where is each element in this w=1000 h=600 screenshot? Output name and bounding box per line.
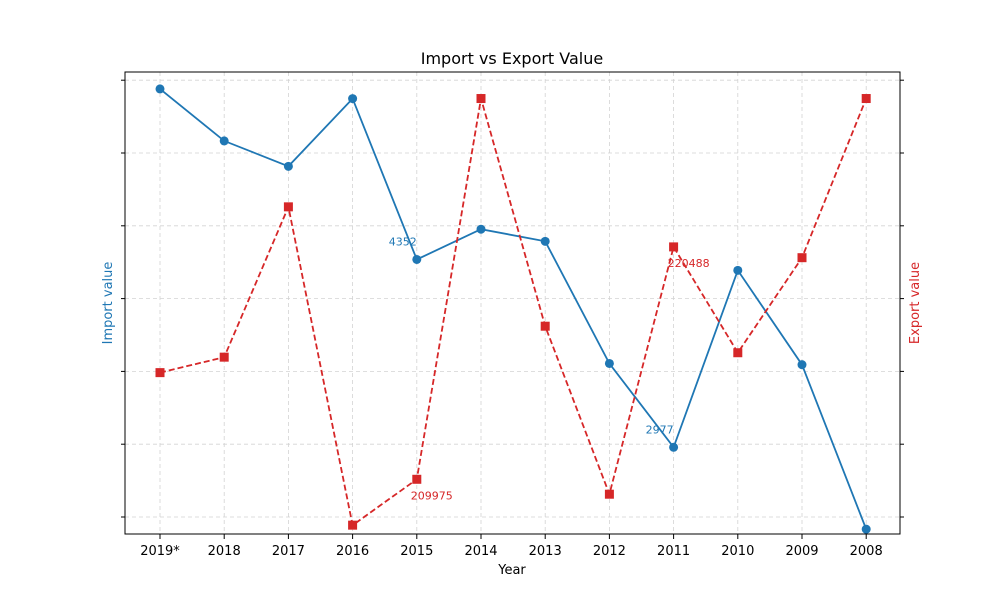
export-point bbox=[669, 242, 679, 252]
axis-layer: 2019* 2018 2017 2016 2015 2014 2013 2012 2011 201… bbox=[121, 79, 904, 559]
right-y-axis-label: Export value bbox=[908, 262, 923, 344]
import-point bbox=[348, 94, 358, 104]
export-point bbox=[861, 94, 871, 104]
export-data-label: 220488 bbox=[668, 257, 710, 270]
export-point bbox=[604, 489, 614, 499]
export-point bbox=[283, 202, 293, 212]
x-tick-label: 2016 bbox=[336, 544, 369, 559]
x-tick-label: 2014 bbox=[464, 544, 497, 559]
export-point bbox=[219, 352, 229, 362]
import-point bbox=[412, 254, 422, 264]
import-point bbox=[669, 442, 679, 452]
export-point bbox=[797, 253, 807, 263]
left-y-axis-label: Import value bbox=[101, 262, 116, 345]
x-tick-label: 2013 bbox=[529, 544, 562, 559]
chart-title: Import vs Export Value bbox=[421, 49, 603, 68]
annotation-layer: 4352 2977 209975 220488 bbox=[389, 235, 710, 502]
import-data-label: 2977 bbox=[646, 423, 674, 436]
import-point bbox=[861, 524, 871, 534]
import-point bbox=[283, 161, 293, 171]
import-point bbox=[540, 236, 550, 246]
import-point bbox=[219, 136, 229, 146]
export-point bbox=[476, 94, 486, 104]
export-point bbox=[155, 368, 165, 378]
import-point bbox=[604, 358, 614, 368]
x-tick-label: 2018 bbox=[208, 544, 241, 559]
series-layer bbox=[155, 84, 871, 534]
import-point bbox=[476, 224, 486, 234]
x-tick-label: 2015 bbox=[400, 544, 433, 559]
import-point bbox=[155, 84, 165, 94]
x-tick-label: 2010 bbox=[721, 544, 754, 559]
grid-layer bbox=[125, 72, 900, 534]
x-tick-label: 2019* bbox=[140, 544, 180, 559]
x-axis-label: Year bbox=[497, 563, 526, 578]
plot-frame bbox=[124, 71, 901, 535]
x-tick-label: 2012 bbox=[593, 544, 626, 559]
export-series-line bbox=[159, 98, 868, 527]
export-point bbox=[412, 474, 422, 484]
export-point bbox=[733, 348, 743, 358]
x-tick-label: 2011 bbox=[657, 544, 690, 559]
x-tick-label: 2008 bbox=[850, 544, 883, 559]
export-data-label: 209975 bbox=[411, 489, 453, 502]
import-point bbox=[797, 360, 807, 370]
export-point bbox=[348, 520, 358, 530]
x-tick-label: 2009 bbox=[785, 544, 818, 559]
import-data-label: 4352 bbox=[389, 235, 417, 248]
import-series-line bbox=[159, 88, 868, 530]
x-tick-label: 2017 bbox=[272, 544, 305, 559]
export-point bbox=[540, 321, 550, 331]
import-point bbox=[733, 265, 743, 275]
